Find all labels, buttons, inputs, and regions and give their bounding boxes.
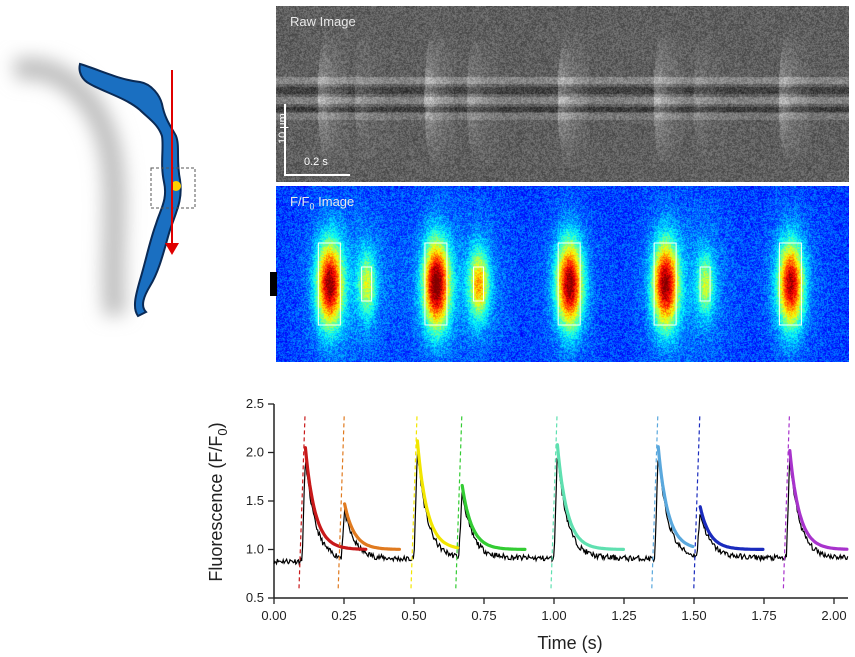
x-tick-label: 1.25 [611,608,636,623]
ff0-image-label: F/F0 Image [290,194,355,212]
onset-dashed-line [337,415,345,589]
onset-dashed-line [651,415,659,589]
roi-box [699,266,711,302]
x-tick-label: 0.50 [401,608,426,623]
onset-dashed-line [410,415,418,589]
horizontal-scale-bar [284,174,350,176]
decay-fit-curve [415,439,460,550]
roi-boxes [317,242,802,326]
cell-schematic [12,57,196,318]
y-axis-title: Fluorescence (F/F0) [206,422,230,581]
onset-dashed-line [455,415,463,589]
decay-fit-curve [555,443,625,551]
onset-dashed-line [298,415,306,589]
cell-shadow [12,57,126,316]
roi-box [557,242,581,326]
raw-image-label: Raw Image [290,14,356,29]
x-tick-label: 1.00 [541,608,566,623]
x-tick-label: 2.00 [821,608,846,623]
y-tick-label: 2.5 [246,396,264,411]
onset-dashed-line [782,415,790,589]
roi-box [317,242,341,326]
roi-box [653,242,677,326]
raw-linescan-image [276,6,849,182]
hotspot-marker [171,181,181,191]
decay-fit-curve [656,445,695,549]
y-tick-label: 1.5 [246,493,264,508]
x-tick-label: 1.75 [751,608,776,623]
vertical-scale-label: 10 μm [277,113,289,144]
cell-outline [78,62,182,318]
roi-box [778,242,802,326]
side-marker [270,272,277,296]
y-tick-label: 2.0 [246,445,264,460]
vertical-scale-bar [284,104,286,176]
x-tick-label: 0.25 [331,608,356,623]
x-tick-label: 0.00 [261,608,286,623]
y-tick-label: 0.5 [246,590,264,605]
decay-fit-curve [303,446,368,551]
decay-fit-curve [343,502,401,551]
horizontal-scale-label: 0.2 s [304,156,328,168]
onset-dashed-line [693,415,701,589]
decay-fit-curve [698,505,765,551]
x-tick-label: 0.75 [471,608,496,623]
x-axis-title: Time (s) [537,633,602,653]
fluorescence-chart: 0.00 0.25 0.50 0.75 1.00 1.25 1.50 1.75 2.00 0.5 1… [206,396,849,653]
decay-fit-curve [788,449,849,551]
roi-box [424,242,448,326]
raw-image-panel: Raw Image 10 μm 0.2 s [276,6,849,182]
arrow-head [165,243,179,255]
x-tick-label: 1.50 [681,608,706,623]
roi-box [361,266,373,302]
roi-box [473,266,485,302]
y-tick-label: 1.0 [246,542,264,557]
ff0-image-panel: F/F0 Image [276,186,849,362]
decay-fit-curve [460,483,527,551]
